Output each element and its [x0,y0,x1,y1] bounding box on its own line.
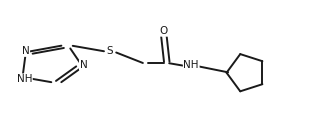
Text: N: N [22,46,29,56]
Text: N: N [80,60,87,70]
Text: NH: NH [17,74,32,84]
Text: S: S [107,46,113,56]
Text: NH: NH [184,60,199,70]
Text: O: O [159,26,168,36]
